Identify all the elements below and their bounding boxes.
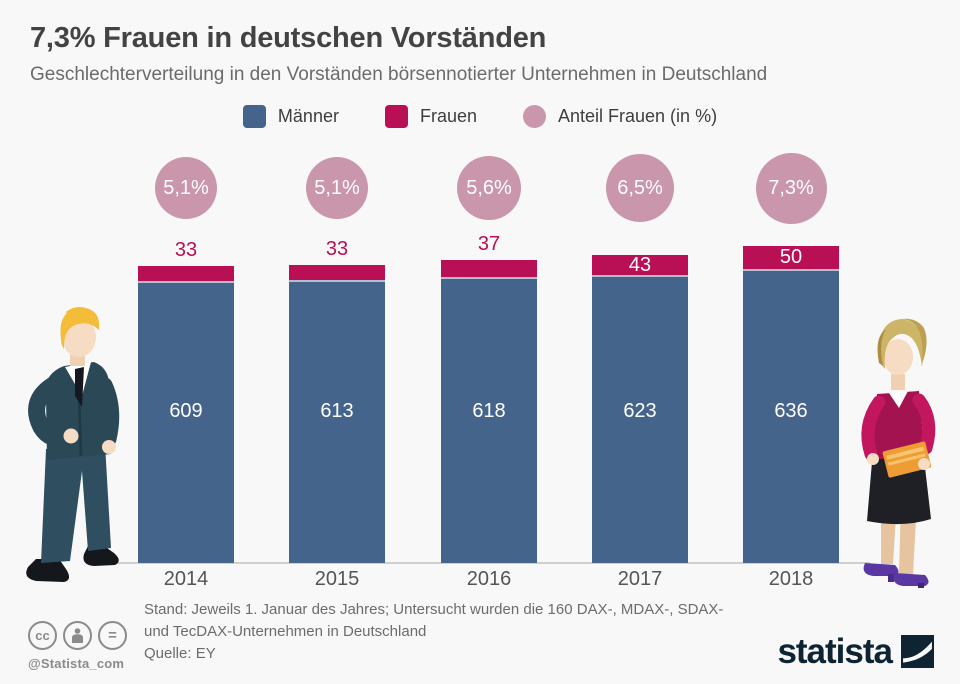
bar-maenner-2014	[138, 283, 234, 563]
legend-swatch-square	[242, 105, 266, 128]
bar-divider-2018	[743, 269, 839, 271]
footnote-line2: und TecDAX-Unternehmen in Deutschland	[144, 623, 427, 640]
footnote-line1: Stand: Jeweils 1. Januar des Jahres; Unt…	[144, 601, 724, 618]
frauen-value-2014: 33	[174, 239, 198, 261]
bar-divider-2016	[441, 277, 537, 279]
frauen-value-2018: 50	[779, 246, 803, 268]
maenner-value-2017: 623	[623, 400, 657, 422]
share-circle-2018: 7,3%	[755, 152, 827, 224]
header: 7,3% Frauen in deutschen Vorständen Gesc…	[30, 22, 940, 86]
statista-wordmark: statista	[777, 632, 893, 671]
statista-logo-icon	[901, 635, 934, 668]
legend-swatch-circle	[523, 105, 546, 128]
x-tick-2015: 2015	[314, 568, 360, 590]
share-circle-2014: 5,1%	[155, 157, 217, 219]
bar-divider-2017	[592, 275, 688, 277]
x-axis-baseline	[112, 562, 870, 564]
legend-swatch-square	[384, 105, 408, 128]
footnote: Stand: Jeweils 1. Januar des Jahres; Unt…	[144, 599, 744, 643]
legend-label: Frauen	[419, 106, 477, 126]
cc-icon-row: cc =	[28, 621, 127, 650]
maenner-value-2015: 613	[320, 400, 354, 422]
frauen-value-2015: 33	[325, 238, 349, 260]
bar-maenner-2018	[743, 271, 839, 563]
frauen-value-2016: 37	[477, 233, 501, 255]
bar-frauen-2016	[441, 260, 537, 277]
maenner-value-2016: 618	[472, 400, 506, 422]
businessman-illustration	[6, 297, 138, 589]
legend-label: Männer	[277, 106, 339, 126]
source-note: Quelle: EY	[144, 645, 216, 662]
frauen-value-2017: 43	[628, 253, 652, 276]
share-circle-2016: 5,6%	[457, 156, 521, 220]
legend-item-0: Männer	[242, 105, 339, 128]
bar-divider-2015	[289, 280, 385, 282]
creative-commons-icon: cc	[28, 621, 57, 650]
bar-divider-2014	[138, 281, 234, 283]
attribution-person-icon	[63, 621, 92, 650]
bar-frauen-2017	[592, 255, 688, 275]
bar-maenner-2015	[289, 282, 385, 563]
bar-frauen-2015	[289, 265, 385, 280]
businesswoman-illustration	[845, 302, 951, 588]
page-subtitle: Geschlechterverteilung in den Vorständen…	[30, 64, 768, 85]
statista-handle: @Statista_com	[28, 656, 125, 671]
share-circle-2015: 5,1%	[306, 157, 368, 219]
bar-maenner-2017	[592, 277, 688, 563]
x-tick-2017: 2017	[617, 568, 663, 590]
maenner-value-2014: 609	[169, 400, 203, 422]
woman-with-folder-icon	[861, 318, 936, 588]
legend-item-1: Frauen	[384, 105, 477, 128]
legend-item-2: Anteil Frauen (in %)	[523, 105, 717, 128]
x-tick-2014: 2014	[163, 568, 209, 590]
x-tick-2018: 2018	[768, 568, 814, 590]
bar-frauen-2018	[743, 246, 839, 269]
bar-frauen-2014	[138, 266, 234, 281]
bar-maenner-2016	[441, 279, 537, 563]
chart-legend: Männer Frauen Anteil Frauen (in %)	[0, 105, 960, 128]
no-derivatives-equals-icon: =	[98, 621, 127, 650]
x-tick-2016: 2016	[466, 568, 512, 590]
cc-license-block: cc = @Statista_com	[28, 621, 127, 671]
man-in-suit-icon	[26, 306, 120, 582]
statista-logo: statista	[777, 634, 934, 669]
legend-label: Anteil Frauen (in %)	[558, 106, 718, 126]
page-title: 7,3% Frauen in deutschen Vorständen	[30, 22, 547, 54]
maenner-value-2018: 636	[774, 400, 808, 422]
share-circle-2017: 6,5%	[606, 154, 674, 222]
